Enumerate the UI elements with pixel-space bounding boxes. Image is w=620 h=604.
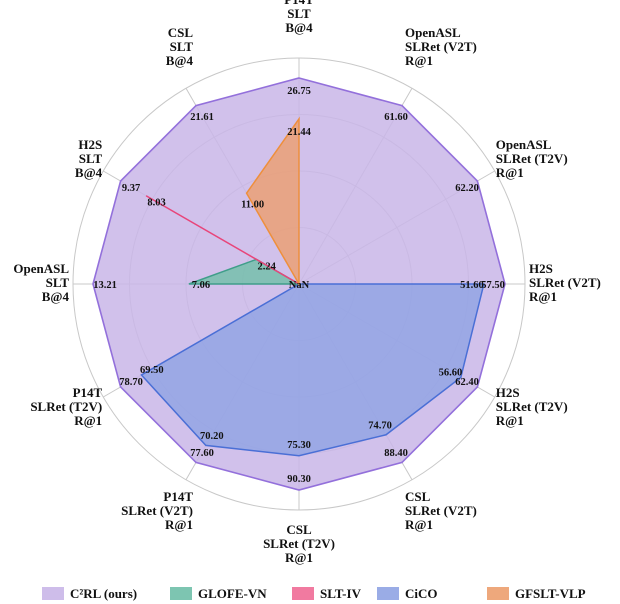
legend-label-1: GLOFE-VN <box>198 586 267 601</box>
data-label-s0-a6: 90.30 <box>287 474 311 485</box>
axis-label-12-line-2: SLT <box>170 39 194 54</box>
legend: C²RL (ours) GLOFE-VN SLT-IV CiCO GFSLT-VLP <box>42 586 586 601</box>
data-label-s4-a0: 21.44 <box>287 127 311 138</box>
axis-label-5-line-1: H2S <box>496 385 520 400</box>
data-label-s0-a10: 9.37 <box>122 183 140 194</box>
axis-label-11-line-2: SLT <box>79 151 103 166</box>
axis-label-7: CSL SLRet (T2V) R@1 <box>263 522 335 565</box>
data-label-s0-a5: 88.40 <box>384 448 408 459</box>
axis-label-10-line-3: B@4 <box>42 289 70 304</box>
axis-label-4-line-3: R@1 <box>529 289 557 304</box>
data-label-s3-a7: 70.20 <box>200 431 224 442</box>
legend-swatch-1 <box>170 587 192 600</box>
series-4-polygon <box>245 116 300 287</box>
axis-label-10-line-1: OpenASL <box>13 261 69 276</box>
data-label-s0-a3: 57.50 <box>481 280 505 291</box>
legend-label-2: SLT-IV <box>320 586 362 601</box>
legend-label-4: GFSLT-VLP <box>515 586 586 601</box>
legend-swatch-3 <box>377 587 399 600</box>
data-label-s0-a0: 26.75 <box>287 86 311 97</box>
axis-label-12-line-3: B@4 <box>166 53 194 68</box>
data-label-s0-a9: 13.21 <box>93 280 117 291</box>
axis-label-2-line-2: SLRet (V2T) <box>405 39 477 54</box>
axis-label-1-line-3: B@4 <box>285 20 313 35</box>
axis-label-9-line-2: SLRet (T2V) <box>30 399 102 414</box>
legend-swatch-4 <box>487 587 509 600</box>
data-label-s0-a7: 77.60 <box>190 448 214 459</box>
axis-label-8-line-3: R@1 <box>165 517 193 532</box>
axis-label-6-line-3: R@1 <box>405 517 433 532</box>
legend-label-3: CiCO <box>405 586 438 601</box>
axis-label-8-line-2: SLRet (V2T) <box>121 503 193 518</box>
axis-label-10-line-2: SLT <box>46 275 70 290</box>
axis-label-4: H2S SLRet (V2T) R@1 <box>529 261 601 304</box>
axis-label-6: CSL SLRet (V2T) R@1 <box>405 489 477 532</box>
axis-label-11-line-1: H2S <box>78 137 102 152</box>
data-label-s0-a8: 78.70 <box>119 377 143 388</box>
axis-label-8: P14T SLRet (V2T) R@1 <box>121 489 193 532</box>
axis-label-8-line-1: P14T <box>163 489 193 504</box>
axis-label-2-line-3: R@1 <box>405 53 433 68</box>
axis-label-12-line-1: CSL <box>168 25 194 40</box>
data-label-s1-a10: 2.24 <box>258 261 277 272</box>
legend-swatch-2 <box>292 587 314 600</box>
axis-label-7-line-2: SLRet (T2V) <box>263 536 335 551</box>
series-3-polygon <box>140 283 485 457</box>
axis-label-7-line-1: CSL <box>286 522 312 537</box>
data-label-s2-a10: 8.03 <box>147 198 165 209</box>
axis-label-7-line-3: R@1 <box>285 550 313 565</box>
axis-label-3-line-1: OpenASL <box>496 137 552 152</box>
axis-label-9-line-1: P14T <box>73 385 103 400</box>
axis-label-6-line-1: CSL <box>405 489 431 504</box>
axis-label-9-line-3: R@1 <box>74 413 102 428</box>
axis-label-2: OpenASL SLRet (V2T) R@1 <box>405 25 477 68</box>
axis-label-1-line-2: SLT <box>287 6 311 21</box>
data-label-s0-a4: 62.40 <box>455 377 479 388</box>
axis-label-5-line-2: SLRet (T2V) <box>496 399 568 414</box>
axis-label-12: CSL SLT B@4 <box>166 25 194 68</box>
axis-label-3: OpenASL SLRet (T2V) R@1 <box>496 137 568 180</box>
axis-label-5: H2S SLRet (T2V) R@1 <box>496 385 568 428</box>
series-2-polygon <box>145 195 300 285</box>
axis-label-3-line-3: R@1 <box>496 165 524 180</box>
data-label-s0-a11: 21.61 <box>190 112 214 123</box>
data-label-s3-a6: 75.30 <box>287 440 311 451</box>
axis-label-11-line-3: B@4 <box>75 165 103 180</box>
data-label-s1-a9: 7.06 <box>192 280 210 291</box>
legend-label-0: C²RL (ours) <box>70 586 137 601</box>
data-label-s3-a3: 51.60 <box>460 280 484 291</box>
axis-label-5-line-3: R@1 <box>496 413 524 428</box>
axis-label-6-line-2: SLRet (V2T) <box>405 503 477 518</box>
axis-label-2-line-1: OpenASL <box>405 25 461 40</box>
axis-label-9: P14T SLRet (T2V) R@1 <box>30 385 102 428</box>
axis-label-1-line-1: P14T <box>284 0 314 7</box>
data-label-s3-a8: 69.50 <box>140 365 164 376</box>
data-label-s0-a2: 62.20 <box>455 183 479 194</box>
data-label-s3-a5: 74.70 <box>368 420 392 431</box>
data-label-s0-a1: 61.60 <box>384 112 408 123</box>
axis-label-4-line-1: H2S <box>529 261 553 276</box>
axis-label-11: H2S SLT B@4 <box>75 137 103 180</box>
legend-swatch-0 <box>42 587 64 600</box>
data-label-s3-a4: 56.60 <box>439 367 463 378</box>
axis-label-1: P14TSLTB@4 <box>284 0 314 35</box>
axis-label-3-line-2: SLRet (T2V) <box>496 151 568 166</box>
center-label: NaN <box>289 280 310 291</box>
axis-label-10: OpenASL SLT B@4 <box>13 261 69 304</box>
axis-label-4-line-2: SLRet (V2T) <box>529 275 601 290</box>
data-label-s4-a11: 11.00 <box>241 200 264 211</box>
